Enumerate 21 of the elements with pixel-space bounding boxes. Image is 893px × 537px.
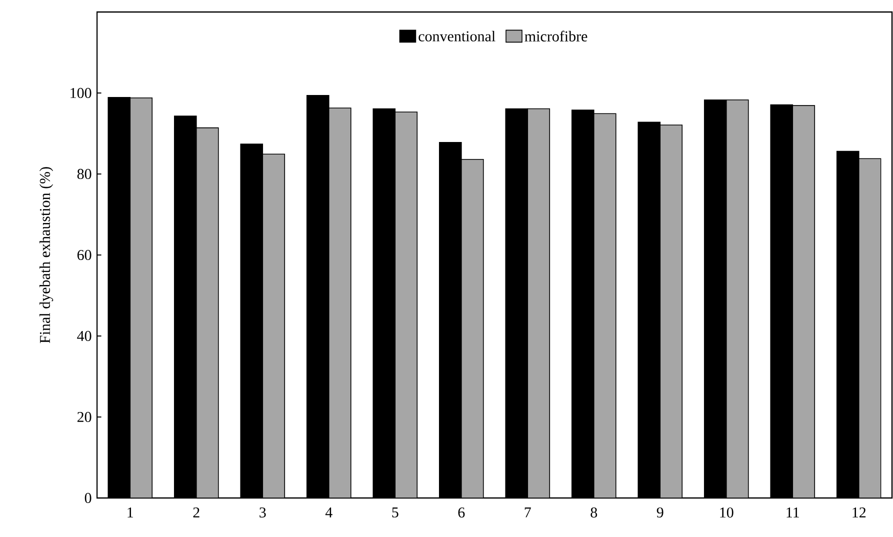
y-tick-label: 100 <box>70 88 92 98</box>
y-tick-label: 80 <box>77 168 92 180</box>
x-tick-label: 4 <box>325 507 332 518</box>
x-tick-label: 10 <box>720 507 734 518</box>
x-tick-label: 7 <box>524 507 531 518</box>
y-axis-title: Final dyebath exhaustion (%) <box>39 167 54 344</box>
x-tick-label: 8 <box>590 507 598 518</box>
y-tick-label: 40 <box>77 330 92 342</box>
x-tick-label: 12 <box>852 507 866 518</box>
x-tick-label: 6 <box>458 507 465 518</box>
x-tick-label: 5 <box>392 507 398 518</box>
y-tick-label: 20 <box>77 412 92 422</box>
y-tick-label: 0 <box>84 492 92 504</box>
x-tick-label: 3 <box>260 507 266 518</box>
x-tick-label: 1 <box>128 507 133 518</box>
legend-label: conventional <box>418 30 496 42</box>
x-tick-label: 2 <box>193 507 200 518</box>
x-tick-label: 11 <box>786 507 799 518</box>
x-tick-label: 9 <box>656 507 664 518</box>
legend-label: microfibre <box>524 30 588 42</box>
y-tick-label: 60 <box>77 250 92 260</box>
